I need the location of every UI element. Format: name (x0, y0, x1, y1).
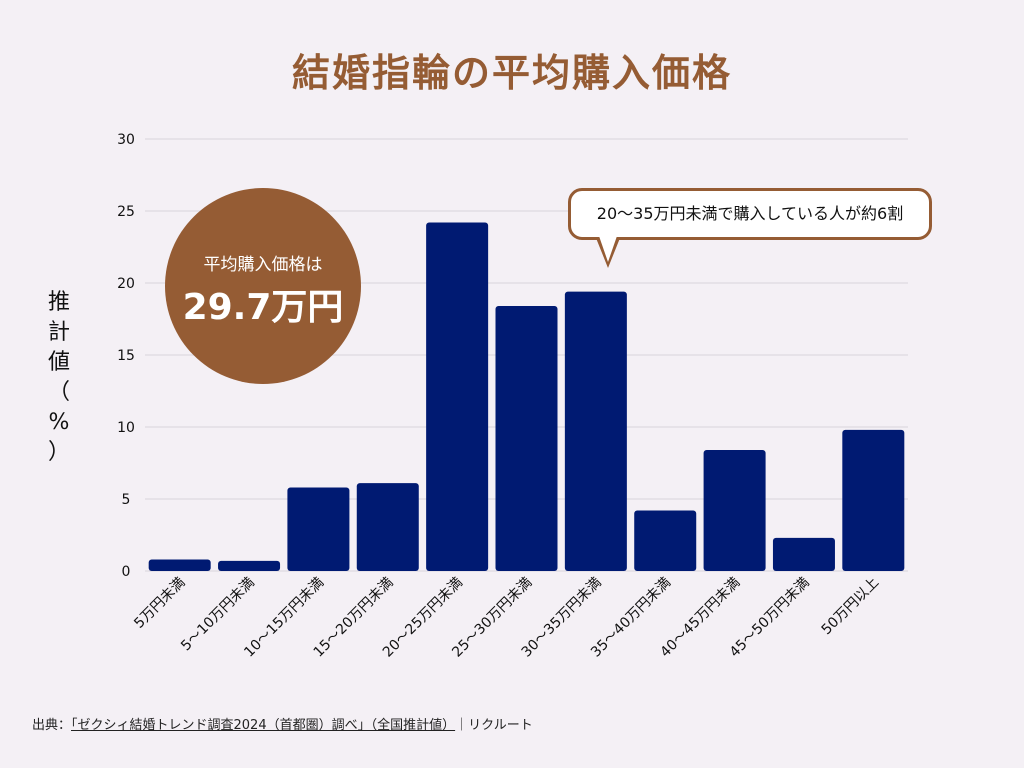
average-price-badge: 平均購入価格は 29.7万円 (165, 188, 361, 384)
callout-bubble: 20〜35万円未満で購入している人が約6割 (568, 188, 932, 240)
y-tick-label: 10 (117, 420, 135, 436)
y-axis-label-char: 推 (47, 290, 70, 315)
bar (218, 560, 281, 571)
y-axis-label-char: （ (47, 380, 70, 405)
y-axis-label-char: ） (47, 440, 70, 465)
bar (495, 306, 558, 571)
bar (772, 537, 835, 571)
badge-value: 29.7万円 (182, 287, 344, 328)
bar (564, 291, 627, 571)
chart-title: 結婚指輪の平均購入価格 (291, 51, 732, 95)
badge-caption: 平均購入価格は (203, 255, 323, 275)
bar (287, 487, 350, 571)
x-tick-label: 5～10万円未満 (178, 575, 258, 655)
y-axis-label-char: 値 (47, 350, 70, 375)
y-tick-label: 0 (122, 564, 131, 580)
y-tick-label: 25 (117, 204, 135, 220)
x-tick-label: 50万円以上 (819, 575, 883, 639)
y-axis-label: 推 計 値 （ % ） (44, 288, 74, 468)
bar (356, 483, 419, 571)
source-link[interactable]: 「ゼクシィ結婚トレンド調査2024（首都圏）調べ」（全国推計値） (71, 718, 456, 733)
bar (634, 510, 697, 571)
bar (703, 450, 766, 571)
source-prefix: 出典： (32, 718, 72, 733)
x-tick-label: 5万円未満 (131, 575, 188, 632)
bar (148, 559, 211, 571)
y-tick-label: 20 (117, 276, 135, 292)
y-tick-label: 5 (122, 492, 131, 508)
y-tick-label: 30 (117, 132, 135, 148)
y-tick-label: 15 (117, 348, 135, 364)
source-suffix: ｜リクルート (455, 718, 533, 733)
source-note: 出典：「ゼクシィ結婚トレンド調査2024（首都圏）調べ」（全国推計値）｜リクルー… (32, 714, 533, 733)
y-axis-label-char: % (48, 410, 70, 435)
bar (842, 429, 905, 571)
y-axis-label-char: 計 (47, 320, 70, 345)
bar (426, 222, 489, 571)
callout-tail-fill (599, 236, 617, 262)
